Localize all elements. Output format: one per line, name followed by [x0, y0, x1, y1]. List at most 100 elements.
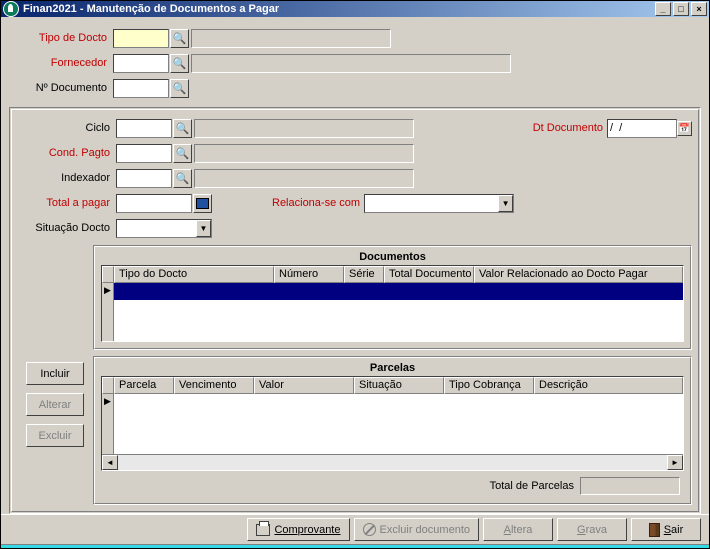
- col-parcela[interactable]: Parcela: [114, 377, 174, 394]
- parcelas-side-buttons: Incluir Alterar Excluir: [26, 362, 84, 447]
- minimize-button[interactable]: _: [655, 2, 671, 16]
- label-situacao-docto: Situação Docto: [18, 222, 116, 234]
- search-icon: 🔍: [176, 122, 190, 135]
- col-vencimento[interactable]: Vencimento: [174, 377, 254, 394]
- app-icon: [3, 1, 19, 17]
- combo-relaciona-value: [365, 195, 498, 212]
- window-buttons: _ □ ×: [655, 2, 707, 16]
- excluir-documento-button[interactable]: Excluir documento: [354, 518, 480, 541]
- input-fornecedor[interactable]: [113, 54, 169, 73]
- label-tipo-docto: Tipo de Docto: [1, 32, 113, 44]
- desc-cond-pagto: [194, 144, 414, 163]
- lookup-num-documento[interactable]: 🔍: [170, 79, 189, 98]
- col-total-doc[interactable]: Total Documento: [384, 266, 474, 283]
- excluir-button[interactable]: Excluir: [26, 424, 84, 447]
- statusbar: [1, 544, 709, 548]
- search-icon: 🔍: [173, 32, 187, 45]
- calc-button[interactable]: [193, 194, 212, 213]
- col-serie[interactable]: Série: [344, 266, 384, 283]
- lookup-ciclo[interactable]: 🔍: [173, 119, 192, 138]
- row-cond-pagto: Cond. Pagto 🔍: [18, 142, 692, 164]
- desc-tipo-docto: [191, 29, 391, 48]
- col-tipo-docto[interactable]: Tipo do Docto: [114, 266, 274, 283]
- total-parcelas-row: Total de Parcelas: [101, 471, 684, 497]
- parcelas-section: Parcelas Parcela Vencimento Valor Situaç…: [93, 356, 692, 505]
- search-icon: 🔍: [176, 147, 190, 160]
- input-total-a-pagar[interactable]: [116, 194, 192, 213]
- lookup-indexador[interactable]: 🔍: [173, 169, 192, 188]
- bottom-toolbar: Comprovante Excluir documento Altera Gra…: [1, 514, 709, 544]
- input-num-documento[interactable]: [113, 79, 169, 98]
- close-button[interactable]: ×: [691, 2, 707, 16]
- scroll-left-icon[interactable]: ◄: [102, 455, 118, 470]
- label-total-parcelas: Total de Parcelas: [490, 480, 574, 492]
- combo-situacao-value: [117, 220, 196, 237]
- col-descricao[interactable]: Descrição: [534, 377, 683, 394]
- incluir-button[interactable]: Incluir: [26, 362, 84, 385]
- table-row[interactable]: [114, 283, 683, 300]
- parcelas-grid[interactable]: Parcela Vencimento Valor Situação Tipo C…: [101, 376, 684, 471]
- door-icon: [649, 523, 660, 537]
- col-numero[interactable]: Número: [274, 266, 344, 283]
- calendar-icon[interactable]: 📅: [677, 121, 692, 136]
- col-valor-relacionado[interactable]: Valor Relacionado ao Docto Pagar: [474, 266, 683, 283]
- desc-indexador: [194, 169, 414, 188]
- scroll-track[interactable]: [118, 455, 667, 470]
- lookup-fornecedor[interactable]: 🔍: [170, 54, 189, 73]
- row-fornecedor: Fornecedor 🔍: [1, 52, 709, 74]
- scroll-right-icon[interactable]: ►: [667, 455, 683, 470]
- label-ciclo: Ciclo: [18, 122, 116, 134]
- search-icon: 🔍: [173, 82, 187, 95]
- grava-button[interactable]: Grava: [557, 518, 627, 541]
- parcelas-body: ▶: [102, 394, 683, 454]
- app-window: Finan2021 - Manutenção de Documentos a P…: [0, 0, 710, 549]
- col-valor[interactable]: Valor: [254, 377, 354, 394]
- input-tipo-docto[interactable]: [113, 29, 169, 48]
- documentos-title: Documentos: [101, 249, 684, 265]
- input-cond-pagto[interactable]: [116, 144, 172, 163]
- col-tipo-cobranca[interactable]: Tipo Cobrança: [444, 377, 534, 394]
- row-situacao-docto: Situação Docto ▼: [18, 217, 692, 239]
- parcelas-scrollbar[interactable]: ◄ ►: [102, 454, 683, 470]
- forbidden-icon: [363, 523, 376, 536]
- chevron-down-icon[interactable]: ▼: [196, 220, 211, 237]
- row-indicator-icon: ▶: [102, 394, 114, 454]
- parcelas-header: Parcela Vencimento Valor Situação Tipo C…: [102, 377, 683, 394]
- lookup-tipo-docto[interactable]: 🔍: [170, 29, 189, 48]
- sair-button[interactable]: Sair: [631, 518, 701, 541]
- label-fornecedor: Fornecedor: [1, 57, 113, 69]
- comprovante-button[interactable]: Comprovante: [247, 518, 349, 541]
- excluir-doc-label: Excluir documento: [380, 524, 471, 536]
- search-icon: 🔍: [176, 172, 190, 185]
- combo-relaciona[interactable]: ▼: [364, 194, 514, 213]
- documentos-section: Documentos Tipo do Docto Número Série To…: [93, 245, 692, 350]
- parcelas-wrapper: Incluir Alterar Excluir Parcelas Parcela: [18, 356, 692, 505]
- comprovante-label: Comprovante: [274, 524, 340, 536]
- row-indicator-icon: ▶: [102, 283, 114, 341]
- parcelas-title: Parcelas: [101, 360, 684, 376]
- row-ciclo: Ciclo 🔍 Dt Documento 📅: [18, 117, 692, 139]
- label-total-a-pagar: Total a pagar: [18, 197, 116, 209]
- label-dt-documento: Dt Documento: [533, 122, 607, 134]
- altera-label: Altera: [504, 524, 533, 536]
- grava-label: Grava: [577, 524, 607, 536]
- lookup-cond-pagto[interactable]: 🔍: [173, 144, 192, 163]
- maximize-button[interactable]: □: [673, 2, 689, 16]
- chevron-down-icon[interactable]: ▼: [498, 195, 513, 212]
- search-icon: 🔍: [173, 57, 187, 70]
- documentos-header: Tipo do Docto Número Série Total Documen…: [102, 266, 683, 283]
- row-tipo-docto: Tipo de Docto 🔍: [1, 27, 709, 49]
- content-area: Tipo de Docto 🔍 Fornecedor 🔍 Nº Document…: [1, 17, 709, 544]
- documentos-body: ▶: [102, 283, 683, 341]
- col-situacao[interactable]: Situação: [354, 377, 444, 394]
- main-panel-inner: Ciclo 🔍 Dt Documento 📅 Cond. Pagto 🔍: [11, 109, 699, 512]
- label-cond-pagto: Cond. Pagto: [18, 147, 116, 159]
- input-dt-documento[interactable]: [607, 119, 677, 138]
- documentos-grid[interactable]: Tipo do Docto Número Série Total Documen…: [101, 265, 684, 342]
- input-ciclo[interactable]: [116, 119, 172, 138]
- row-num-documento: Nº Documento 🔍: [1, 77, 709, 99]
- altera-button[interactable]: Altera: [483, 518, 553, 541]
- alterar-button[interactable]: Alterar: [26, 393, 84, 416]
- input-indexador[interactable]: [116, 169, 172, 188]
- combo-situacao-docto[interactable]: ▼: [116, 219, 212, 238]
